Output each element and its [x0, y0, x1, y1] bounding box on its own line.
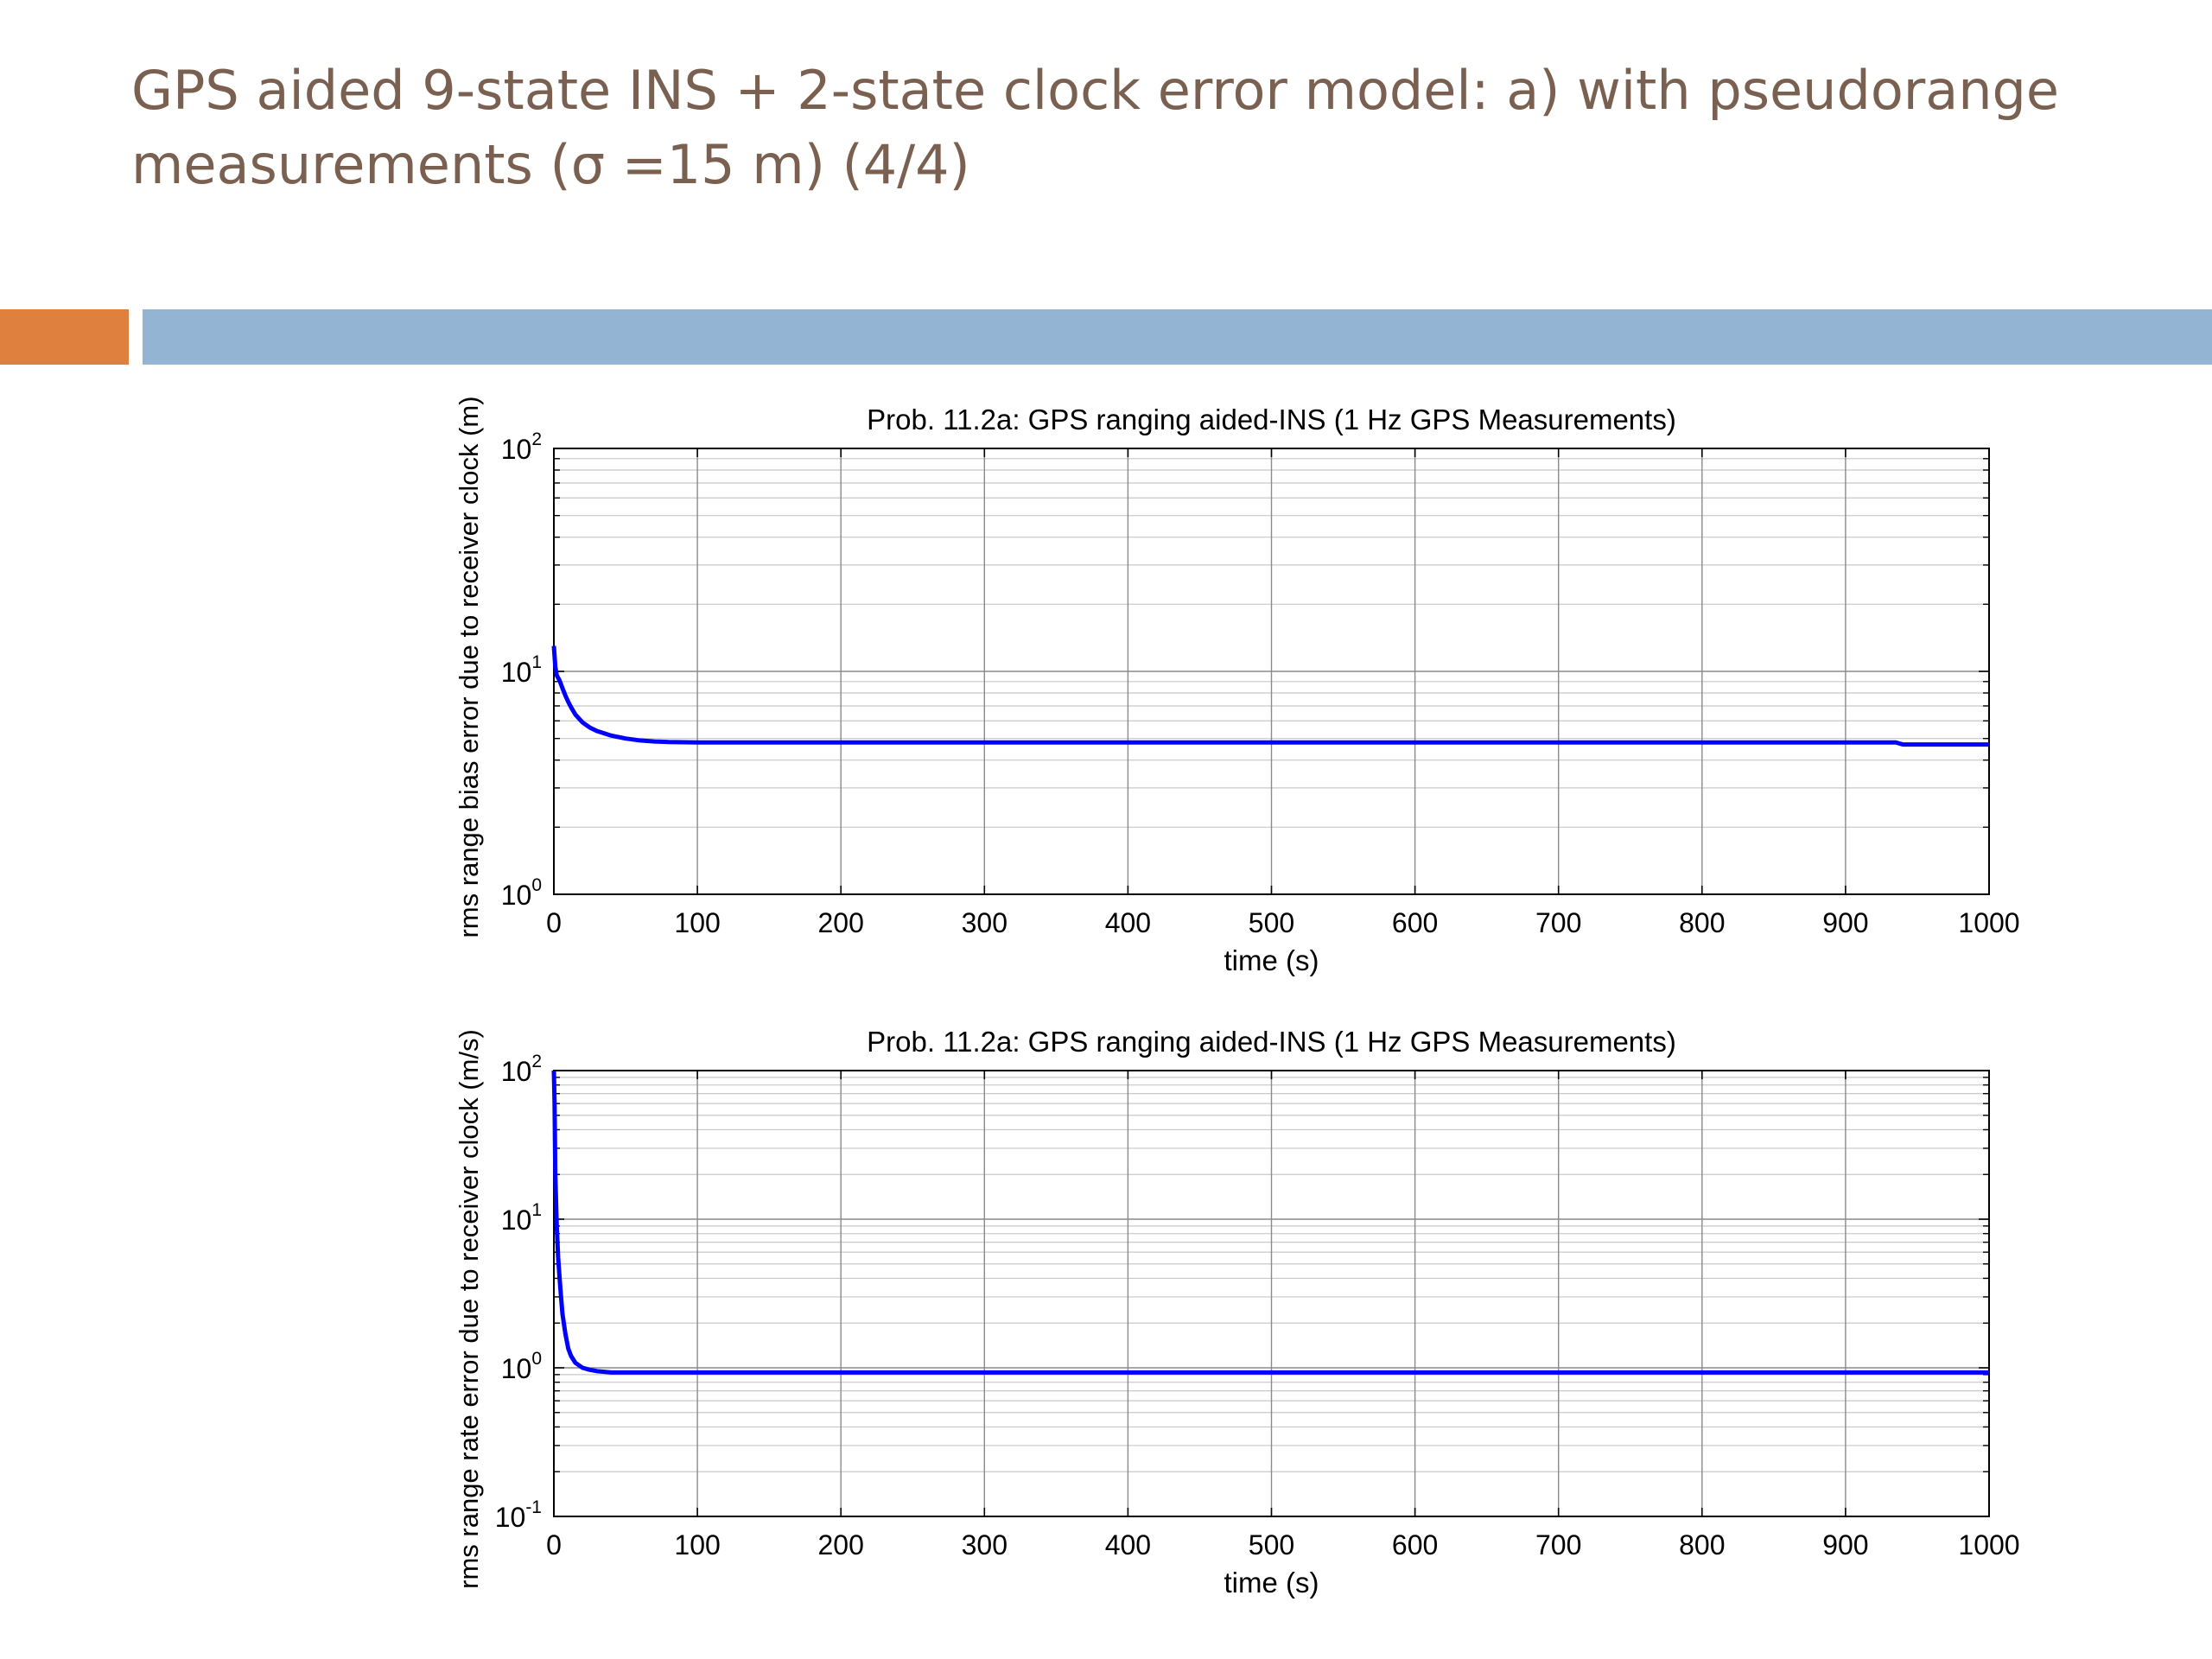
x-tick-label: 200 — [818, 1529, 864, 1560]
y-tick-exponent: 2 — [531, 429, 542, 449]
chart-range-bias-error: 0 100 200 300 400 500 600 700 800 900 100010010110… — [454, 396, 2020, 976]
x-tick-label: 800 — [1679, 1529, 1725, 1560]
y-tick-base: 10 — [501, 657, 532, 688]
x-tick-label: 100 — [674, 907, 720, 938]
y-tick-exponent: 1 — [531, 1200, 542, 1220]
x-tick-label: 400 — [1105, 907, 1151, 938]
chart-title: Prob. 11.2a: GPS ranging aided-INS (1 Hz… — [867, 1026, 1676, 1058]
x-tick-label: 700 — [1535, 1529, 1581, 1560]
x-tick-label: 100 — [674, 1529, 720, 1560]
y-tick-base: 10 — [501, 1205, 532, 1236]
y-tick-base: 10 — [495, 1502, 526, 1533]
y-axis-label: rms range rate error due to receiver clo… — [454, 1029, 484, 1589]
x-axis-label: time (s) — [1224, 1567, 1319, 1599]
x-tick-label: 1000 — [1958, 907, 2019, 938]
chart-range-rate-error: 0 100 200 300 400 500 600 700 800 900 100010-11001… — [454, 1026, 2020, 1599]
x-tick-label: 600 — [1392, 907, 1438, 938]
series-line — [551, 1070, 1989, 1375]
y-tick-label: 100 — [501, 1349, 542, 1384]
x-tick-label: 400 — [1105, 1529, 1151, 1560]
x-tick-label: 700 — [1535, 907, 1581, 938]
x-tick-label: 300 — [962, 907, 1007, 938]
y-tick-label: 101 — [501, 652, 542, 688]
y-tick-exponent: 0 — [531, 1349, 542, 1369]
axes-frame — [553, 1070, 1990, 1517]
x-tick-label: 500 — [1249, 1529, 1294, 1560]
y-tick-label: 101 — [501, 1200, 542, 1236]
x-tick-label: 200 — [818, 907, 864, 938]
axes-frame — [553, 448, 1990, 895]
y-tick-exponent: 0 — [531, 875, 542, 895]
y-tick-label: 102 — [501, 429, 542, 465]
x-tick-label: 900 — [1822, 1529, 1868, 1560]
x-tick-label: 0 — [546, 907, 562, 938]
y-tick-label: 100 — [501, 875, 542, 911]
y-tick-exponent: 2 — [531, 1052, 542, 1071]
y-tick-base: 10 — [501, 1353, 532, 1384]
y-tick-base: 10 — [501, 1056, 532, 1087]
chart-title: Prob. 11.2a: GPS ranging aided-INS (1 Hz… — [867, 404, 1676, 435]
y-tick-label: 102 — [501, 1052, 542, 1087]
accent-bar-blue — [143, 309, 2212, 365]
slide-title-line1: GPS aided 9-state INS + 2-state clock er… — [131, 59, 2060, 122]
x-tick-label: 600 — [1392, 1529, 1438, 1560]
y-tick-label: 10-1 — [495, 1497, 542, 1533]
y-tick-base: 10 — [501, 880, 532, 911]
x-tick-label: 500 — [1249, 907, 1294, 938]
y-tick-exponent: -1 — [525, 1497, 542, 1517]
x-tick-label: 900 — [1822, 907, 1868, 938]
x-tick-label: 0 — [546, 1529, 562, 1560]
x-tick-label: 1000 — [1958, 1529, 2019, 1560]
y-tick-exponent: 1 — [531, 652, 542, 672]
y-tick-base: 10 — [501, 434, 532, 465]
slide-title: GPS aided 9-state INS + 2-state clock er… — [131, 54, 2136, 202]
x-tick-label: 800 — [1679, 907, 1725, 938]
series-line — [551, 645, 1989, 747]
y-axis-label: rms range bias error due to receiver clo… — [454, 396, 484, 938]
accent-bar-orange — [0, 309, 129, 365]
x-tick-label: 300 — [962, 1529, 1007, 1560]
slide-title-line2: measurements (σ =15 m) (4/4) — [131, 133, 970, 196]
x-axis-label: time (s) — [1224, 944, 1319, 976]
